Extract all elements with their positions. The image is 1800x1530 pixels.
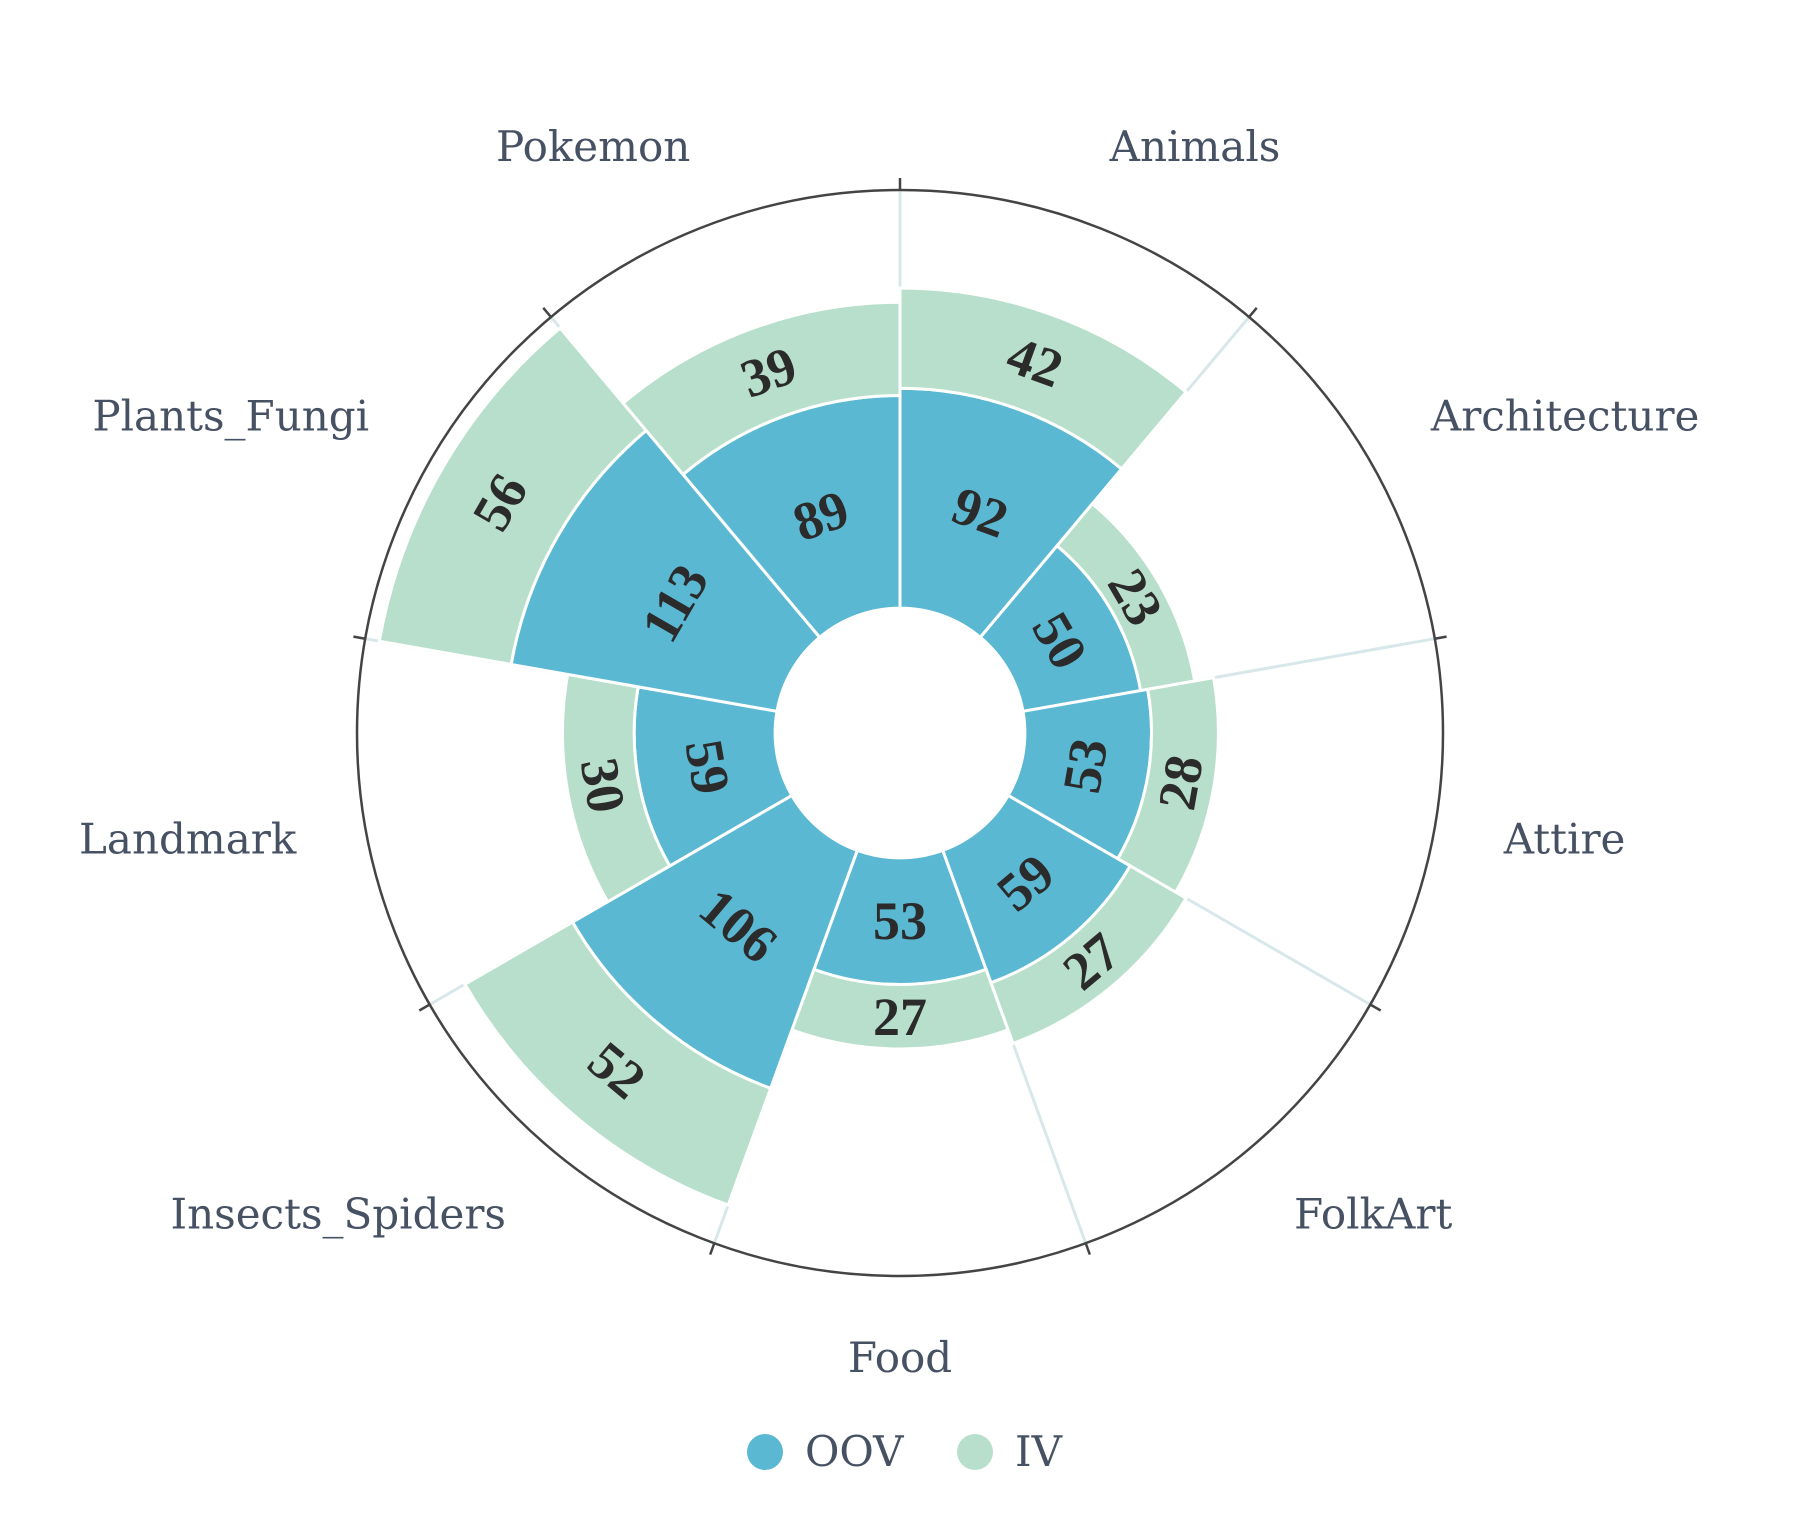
category-label-pokemon: Pokemon <box>496 122 690 171</box>
value-label-oov-landmark: 59 <box>673 735 741 799</box>
category-label-animals: Animals <box>1109 122 1281 171</box>
value-label-oov-food: 53 <box>873 891 927 951</box>
angular-tick <box>542 307 552 318</box>
bar-iv-pokemon[interactable] <box>621 300 902 477</box>
category-label-food: Food <box>848 1333 952 1382</box>
angular-tick <box>1369 1003 1382 1012</box>
category-label-attire: Attire <box>1503 814 1626 863</box>
bar-iv-insects_spiders[interactable] <box>462 920 773 1208</box>
category-label-folkart: FolkArt <box>1294 1190 1452 1239</box>
angular-tick <box>418 1003 431 1012</box>
category-label-insects_spiders: Insects_Spiders <box>171 1190 506 1239</box>
bar-iv-folkart[interactable] <box>989 863 1189 1046</box>
legend-marker-oov[interactable] <box>747 1434 783 1470</box>
angular-tick <box>1434 635 1447 640</box>
angular-tick <box>1084 1242 1091 1255</box>
angular-tick <box>1248 307 1258 318</box>
category-label-plants_fungi: Plants_Fungi <box>92 392 369 441</box>
bar-iv-plants_fungi[interactable] <box>377 325 649 667</box>
angular-tick <box>709 1242 716 1255</box>
value-label-iv-food: 27 <box>873 987 927 1047</box>
bar-iv-animals[interactable] <box>898 286 1189 472</box>
legend-marker-iv[interactable] <box>957 1434 993 1470</box>
value-label-iv-landmark: 30 <box>569 754 637 818</box>
category-label-landmark: Landmark <box>79 814 297 863</box>
legend-label-oov[interactable]: OOV <box>805 1427 904 1476</box>
value-label-iv-attire: 28 <box>1146 751 1214 815</box>
category-label-architecture: Architecture <box>1430 392 1700 441</box>
legend-label-iv[interactable]: IV <box>1015 1427 1063 1476</box>
angular-tick <box>353 635 366 640</box>
value-label-oov-attire: 53 <box>1051 734 1119 798</box>
